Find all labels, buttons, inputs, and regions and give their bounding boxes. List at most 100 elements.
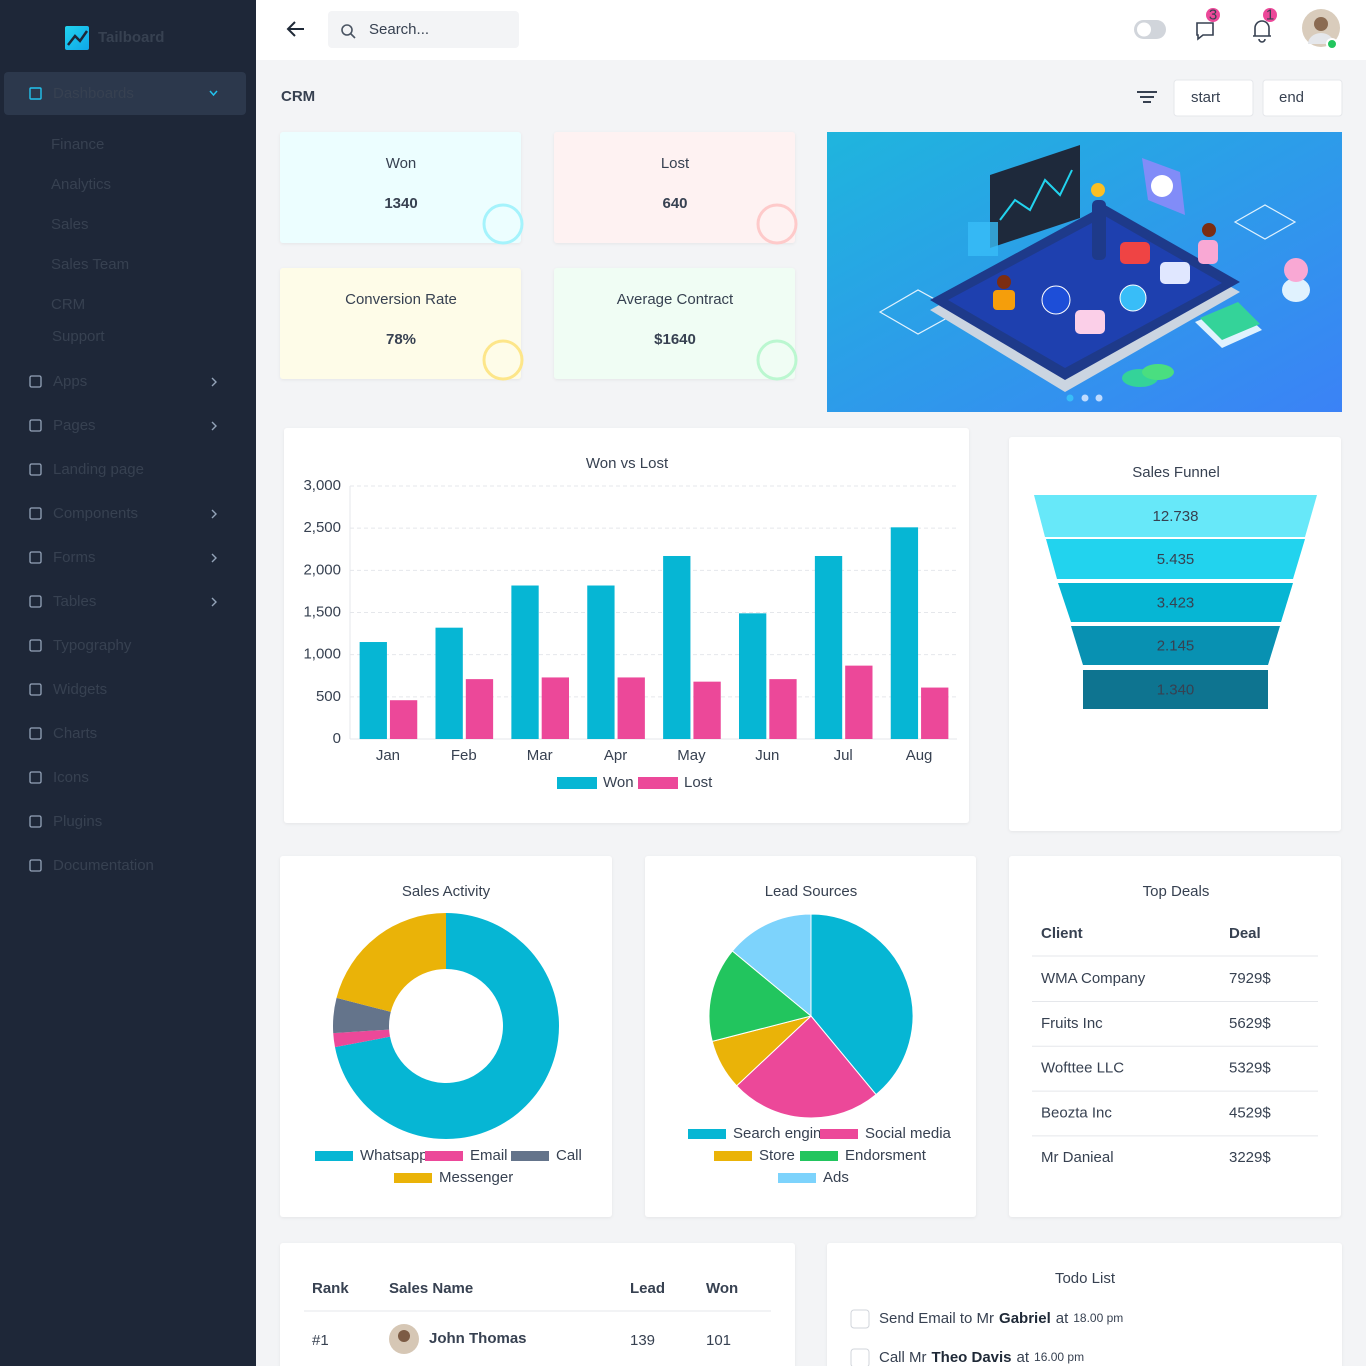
menu-item[interactable]: Charts [53, 725, 97, 742]
messages-icon[interactable] [1196, 22, 1214, 41]
table-cell: 4529$ [1229, 1104, 1271, 1121]
table-cell: 139 [630, 1332, 655, 1349]
submenu-item[interactable]: Analytics [51, 176, 111, 193]
hero-chart-panel [990, 145, 1080, 248]
funnel-stage [1083, 670, 1268, 709]
menu-item[interactable]: Plugins [53, 813, 102, 830]
pie-slice [336, 913, 446, 1012]
theme-toggle-knob [1137, 22, 1151, 37]
bar [890, 527, 919, 739]
chevron-right [211, 553, 217, 563]
stat-label: Lost [661, 155, 690, 172]
todo-name: Gabriel [999, 1310, 1051, 1327]
bar [617, 677, 645, 739]
submenu-item[interactable]: Sales Team [51, 256, 129, 273]
notifications-icon[interactable] [1253, 20, 1271, 43]
x-tick-label: Feb [451, 747, 477, 764]
card [554, 268, 795, 379]
menu-icon [29, 815, 42, 828]
menu-icon [29, 727, 42, 740]
date-placeholder[interactable]: end [1279, 89, 1304, 106]
chart-title: Lead Sources [765, 883, 858, 900]
todo-title: Todo List [1055, 1270, 1116, 1287]
table-cell: Mr Danieal [1041, 1149, 1114, 1166]
submenu-item[interactable]: CRM [51, 296, 85, 313]
todo-name: Theo Davis [932, 1349, 1012, 1366]
date-input[interactable] [1173, 79, 1254, 117]
legend-label: Endorsment [845, 1147, 927, 1164]
pie-slice [333, 1029, 391, 1048]
chevron-right [211, 509, 217, 519]
date-input[interactable] [1262, 79, 1343, 117]
todo-checkbox[interactable] [850, 1309, 870, 1329]
hero-app-icon [1119, 284, 1147, 312]
legend-label: Social media [865, 1125, 952, 1142]
menu-item[interactable]: Forms [53, 549, 96, 566]
stat-icon [756, 339, 798, 381]
menu-item[interactable]: Components [53, 505, 138, 522]
bar [814, 555, 843, 739]
carousel-dot[interactable] [1066, 394, 1074, 402]
menu-item[interactable]: Pages [53, 417, 96, 434]
hero-app-icon [1120, 242, 1150, 264]
menu-icon [29, 639, 42, 652]
x-tick-label: Apr [604, 747, 627, 764]
hero-person [1092, 200, 1106, 260]
bar [921, 687, 949, 739]
submenu-item[interactable]: Sales [51, 216, 89, 233]
todo-checkbox[interactable] [850, 1348, 870, 1366]
menu-item[interactable]: Dashboards [53, 85, 134, 102]
carousel-dot[interactable] [1095, 394, 1103, 402]
legend-swatch [557, 777, 597, 789]
search-box[interactable] [328, 11, 519, 48]
todo-item: Call Mr Theo Davis at 16.00 pm [879, 1349, 1084, 1366]
menu-item[interactable]: Landing page [53, 461, 144, 478]
badge [1206, 8, 1220, 22]
submenu-item[interactable]: Finance [51, 136, 104, 153]
chevron-right [211, 597, 217, 607]
table-cell: #1 [312, 1332, 329, 1349]
table-cell: Fruits Inc [1041, 1015, 1103, 1032]
carousel-dot[interactable] [1081, 394, 1089, 402]
menu-icon [29, 859, 42, 872]
brand-logo-line [67, 30, 89, 46]
menu-item[interactable]: Documentation [53, 857, 154, 874]
hero-diamond [1233, 204, 1297, 240]
badge-count: 1 [1266, 6, 1274, 23]
badge-count: 3 [1209, 6, 1217, 23]
menu-item[interactable]: Typography [53, 637, 132, 654]
pie-slice [810, 913, 914, 1096]
bar [663, 555, 691, 739]
card [280, 132, 521, 243]
menu-item[interactable]: Apps [53, 373, 87, 390]
table-header: Won [706, 1280, 738, 1297]
date-placeholder[interactable]: start [1191, 89, 1221, 106]
search-placeholder[interactable]: Search... [369, 21, 429, 38]
funnel-label: 5.435 [1157, 551, 1195, 568]
stat-value: 1340 [384, 195, 417, 212]
page-title: CRM [281, 88, 315, 105]
submenu-item[interactable]: Support [52, 328, 105, 345]
back-button[interactable] [286, 21, 304, 37]
menu-item-active[interactable] [4, 72, 246, 115]
legend-label: Messenger [439, 1169, 513, 1186]
legend-label: Search engine [733, 1125, 830, 1142]
menu-icon [29, 463, 42, 476]
menu-item[interactable]: Icons [53, 769, 89, 786]
table-cell: 3229$ [1229, 1149, 1271, 1166]
legend-swatch [800, 1151, 838, 1161]
legend-label: Ads [823, 1169, 849, 1186]
hero-plant [1282, 278, 1310, 302]
hero-app-icon [1160, 262, 1190, 284]
legend-swatch [425, 1151, 463, 1161]
menu-icon [29, 507, 42, 520]
menu-item[interactable]: Widgets [53, 681, 107, 698]
chart-title: Won vs Lost [586, 455, 669, 472]
person-avatar-face [398, 1330, 410, 1342]
bar [435, 627, 463, 739]
pie-slice [333, 997, 391, 1034]
table-cell: John Thomas [429, 1330, 527, 1347]
menu-item[interactable]: Tables [53, 593, 96, 610]
legend-label: Email [470, 1147, 508, 1164]
